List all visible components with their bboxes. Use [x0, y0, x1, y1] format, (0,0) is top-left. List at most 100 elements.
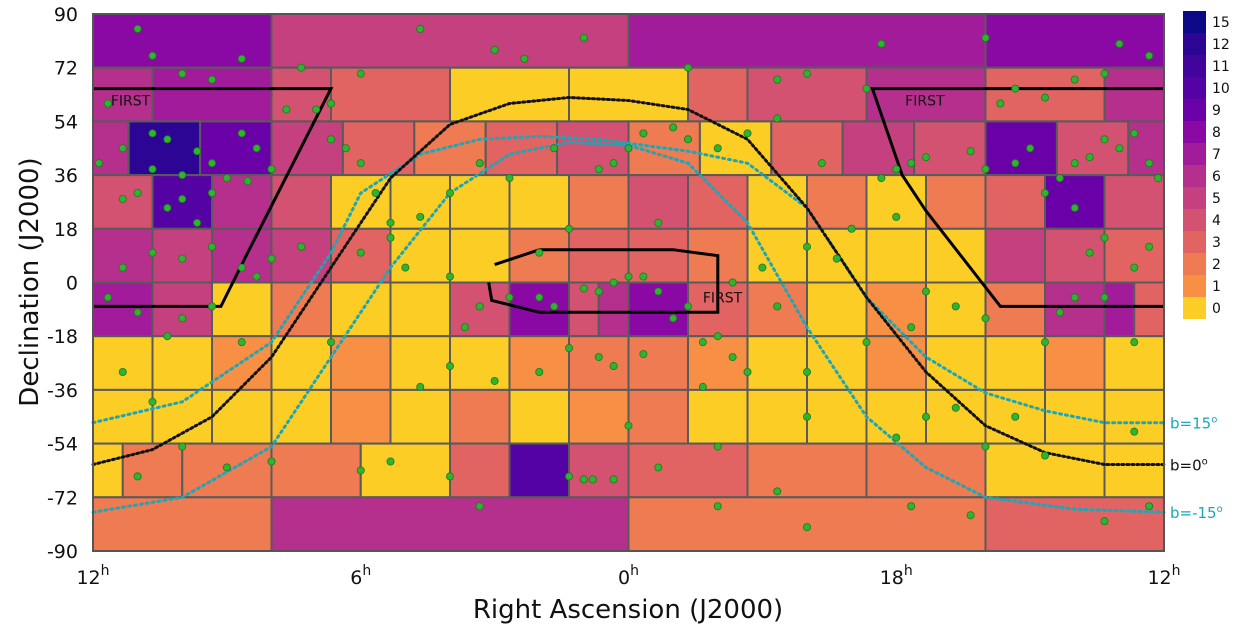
sky-tile [865, 335, 927, 391]
sky-tile [627, 335, 689, 391]
source-marker [817, 159, 826, 168]
sky-tile [449, 335, 511, 391]
y-axis-title: Declination (J2000) [15, 157, 45, 406]
curve-label-superscript: o [1217, 504, 1223, 515]
sky-tile [270, 174, 332, 230]
source-marker [609, 362, 618, 371]
source-marker [207, 188, 216, 197]
source-marker [773, 75, 782, 84]
source-marker [1041, 93, 1050, 102]
colorbar-label: 7 [1212, 147, 1221, 163]
source-marker [609, 475, 618, 484]
source-marker [1145, 51, 1154, 60]
source-marker [951, 302, 960, 311]
source-marker [966, 511, 975, 520]
source-marker [386, 233, 395, 242]
curve-label: b=-15o [1170, 504, 1223, 522]
source-marker [639, 129, 648, 138]
source-marker [207, 302, 216, 311]
y-tick-label: -36 [47, 380, 78, 402]
source-marker [535, 293, 544, 302]
sky-tile [687, 388, 749, 445]
source-marker [207, 75, 216, 84]
source-marker [654, 218, 663, 227]
source-marker [1100, 135, 1109, 144]
source-marker [118, 367, 127, 376]
sky-tile [330, 281, 392, 338]
sky-tile [270, 120, 344, 177]
source-marker [178, 254, 187, 263]
source-marker [222, 174, 231, 183]
source-marker [133, 188, 142, 197]
source-marker [356, 248, 365, 257]
sky-tile [568, 388, 630, 445]
source-marker [460, 323, 469, 332]
source-marker [565, 472, 574, 481]
source-marker [847, 224, 856, 233]
source-marker [1130, 263, 1139, 272]
source-marker [1154, 174, 1163, 183]
sky-tile [984, 281, 1046, 338]
sky-tile [121, 442, 184, 499]
source-marker [505, 293, 514, 302]
sky-tile [199, 120, 273, 177]
source-marker [654, 287, 663, 296]
source-marker [981, 442, 990, 451]
sky-tile [627, 388, 689, 445]
colorbar-label: 3 [1212, 235, 1221, 251]
source-marker [1100, 517, 1109, 526]
source-marker [669, 123, 678, 132]
sky-tile [984, 13, 1165, 69]
source-markers [94, 24, 1163, 532]
source-marker [892, 212, 901, 221]
sky-tile [984, 335, 1046, 391]
sky-tile [389, 388, 451, 445]
source-marker [1145, 159, 1154, 168]
curve-label: b=0o [1170, 456, 1208, 474]
x-tick-superscript: h [362, 563, 371, 579]
source-marker [401, 263, 410, 272]
source-marker [207, 159, 216, 168]
y-tick-label: 90 [54, 4, 78, 26]
sky-tile [1103, 174, 1165, 230]
source-marker [624, 421, 633, 430]
x-axis-ticks: 12h 6h 0h 18h 12h [76, 563, 1180, 589]
sky-tile [449, 442, 511, 499]
colorbar-label: 1 [1212, 279, 1221, 295]
colorbar-swatch [1183, 77, 1206, 99]
x-tick-superscript: h [904, 563, 913, 579]
source-marker [907, 159, 916, 168]
sky-tile [627, 442, 749, 499]
source-marker [178, 69, 187, 78]
sky-tile [449, 227, 511, 284]
colorbar-swatch [1183, 297, 1206, 319]
source-marker [907, 323, 916, 332]
source-marker [743, 129, 752, 138]
source-marker [1041, 188, 1050, 197]
source-marker [966, 147, 975, 156]
sky-tile [687, 335, 749, 391]
sky-tile [508, 388, 570, 445]
source-marker [193, 147, 202, 156]
source-marker [445, 272, 454, 281]
source-marker [698, 338, 707, 347]
source-marker [118, 263, 127, 272]
sky-tile [627, 13, 987, 69]
sky-tile [1133, 281, 1165, 338]
source-marker [416, 24, 425, 33]
source-marker [1026, 144, 1035, 153]
source-marker [1130, 338, 1139, 347]
sky-tile [841, 120, 916, 177]
source-marker [267, 254, 276, 263]
x-tick-label: 12h [1147, 563, 1180, 589]
y-tick-label: 0 [66, 273, 78, 295]
source-marker [475, 302, 484, 311]
curve-label-superscript: o [1211, 415, 1217, 426]
sky-tile [211, 388, 273, 445]
colorbar-swatch [1183, 209, 1206, 231]
colorbar-label: 15 [1212, 15, 1230, 31]
source-marker [1011, 159, 1020, 168]
colorbar-swatch [1183, 143, 1206, 165]
sky-tile [627, 227, 689, 284]
sky-tile [568, 227, 630, 284]
